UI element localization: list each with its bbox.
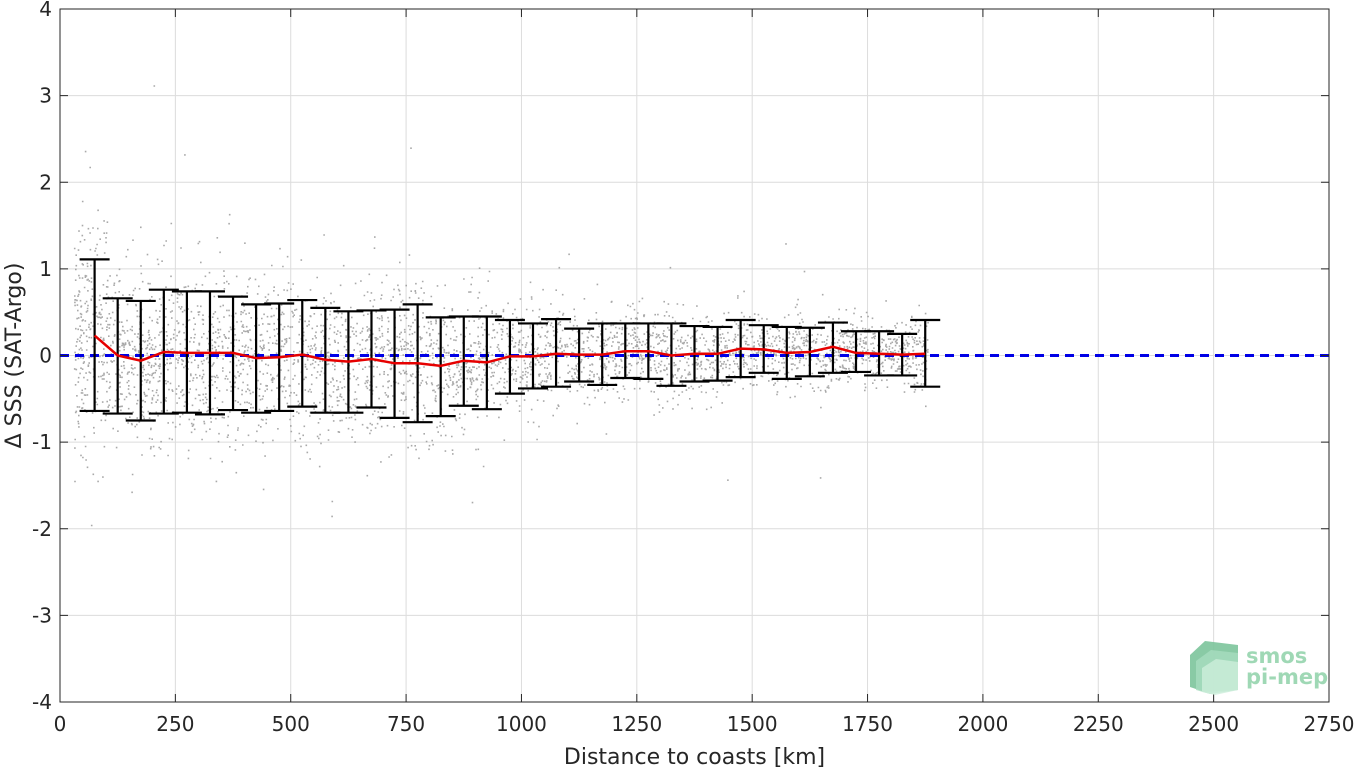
x-tick-label: 750 [387, 712, 425, 736]
x-tick-label: 0 [54, 712, 67, 736]
y-tick-label: -2 [32, 517, 52, 541]
x-tick-label: 2750 [1304, 712, 1355, 736]
x-tick-label: 2500 [1188, 712, 1239, 736]
y-tick-label: -4 [32, 690, 52, 714]
y-tick-label: -3 [32, 603, 52, 627]
y-axis-ticks: -4 -3 -2 -1 0 1 2 3 4 [32, 0, 1329, 714]
error-bar [79, 258, 110, 413]
x-tick-label: 1250 [611, 712, 662, 736]
x-axis-ticks: 0 250 500 750 1000 1250 1500 1750 2000 2250 2500 27… [54, 9, 1355, 736]
y-tick-label: -1 [32, 430, 52, 454]
x-tick-label: 500 [272, 712, 310, 736]
error-bar [910, 318, 941, 388]
logo-mark-icon [1190, 641, 1238, 695]
error-bar [287, 298, 318, 408]
y-tick-label: 3 [39, 84, 52, 108]
scatter-point-cloud [73, 85, 929, 527]
x-tick-label: 1750 [842, 712, 893, 736]
y-tick-label: 4 [39, 0, 52, 21]
x-axis-label: Distance to coasts [km] [564, 745, 825, 769]
mean-line [93, 334, 926, 368]
x-tick-label: 1000 [496, 712, 547, 736]
x-tick-label: 2000 [957, 712, 1008, 736]
x-tick-label: 1500 [727, 712, 778, 736]
scatter-points [73, 85, 929, 527]
logo-line1: smos [1246, 644, 1307, 668]
y-tick-label: 2 [39, 170, 52, 194]
y-tick-label: 0 [39, 344, 52, 368]
logo-line2: pi-mep [1246, 665, 1328, 689]
x-tick-label: 2250 [1073, 712, 1124, 736]
x-tick-label: 250 [156, 712, 194, 736]
y-axis-label: Δ SSS (SAT-Argo) [2, 263, 27, 449]
y-tick-label: 1 [39, 257, 52, 281]
smos-pi-mep-logo: smos pi-mep [1190, 641, 1328, 695]
error-bars [79, 258, 941, 424]
